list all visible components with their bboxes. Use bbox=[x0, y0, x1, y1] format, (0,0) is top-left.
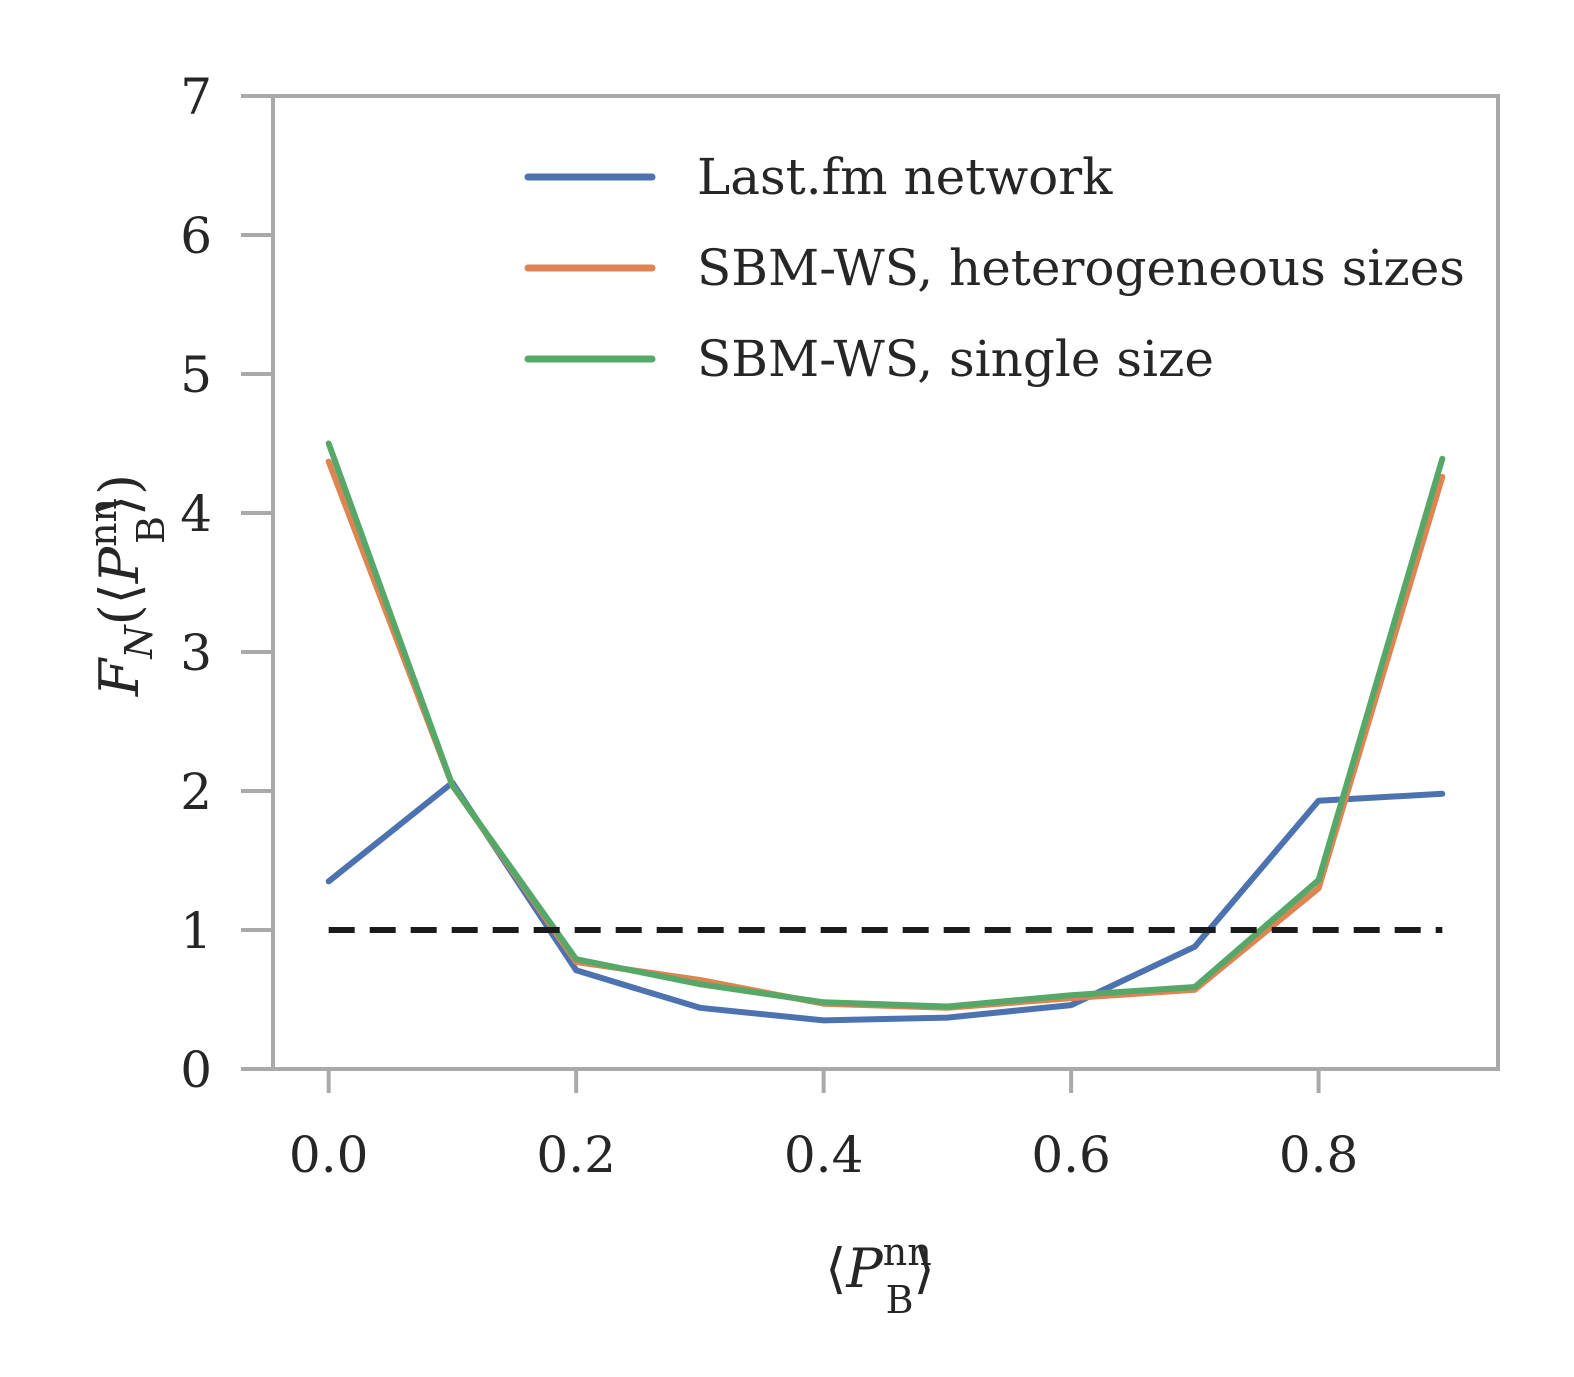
x-tick-label: 0.8 bbox=[1279, 1126, 1359, 1184]
y-tick-label: 5 bbox=[180, 346, 212, 404]
y-tick-label: 4 bbox=[180, 485, 212, 543]
series-layer bbox=[325, 440, 1446, 1024]
x-tick-label: 0.0 bbox=[289, 1126, 369, 1184]
legend-label-0: Last.fm network bbox=[697, 148, 1113, 206]
legend-label-2: SBM-WS, single size bbox=[697, 330, 1214, 388]
x-tick-label: 0.2 bbox=[536, 1126, 616, 1184]
y-tick-label: 1 bbox=[180, 902, 212, 960]
y-tick-label: 7 bbox=[180, 68, 212, 126]
y-tick-label: 2 bbox=[180, 763, 212, 821]
series-line-2 bbox=[325, 440, 1446, 1010]
y-axis-label: FN(⟨Pnn B⟩) bbox=[81, 474, 173, 697]
legend: Last.fm network SBM-WS, heterogeneous siz… bbox=[524, 148, 1465, 388]
y-tick-label: 0 bbox=[180, 1041, 212, 1099]
y-tick-label: 6 bbox=[180, 207, 212, 265]
x-axis-label: ⟨Pnn B⟩ bbox=[825, 1230, 934, 1322]
plot-frame bbox=[271, 94, 1500, 1071]
x-tick-label: 0.4 bbox=[784, 1126, 864, 1184]
legend-label-1: SBM-WS, heterogeneous sizes bbox=[697, 239, 1465, 297]
y-tick-label: 3 bbox=[180, 624, 212, 682]
x-axis: 0.0 0.2 0.4 0.6 0.8 bbox=[289, 1069, 1358, 1184]
y-axis: 0 1 2 3 4 5 6 7 bbox=[180, 68, 273, 1099]
x-tick-label: 0.6 bbox=[1031, 1126, 1111, 1184]
